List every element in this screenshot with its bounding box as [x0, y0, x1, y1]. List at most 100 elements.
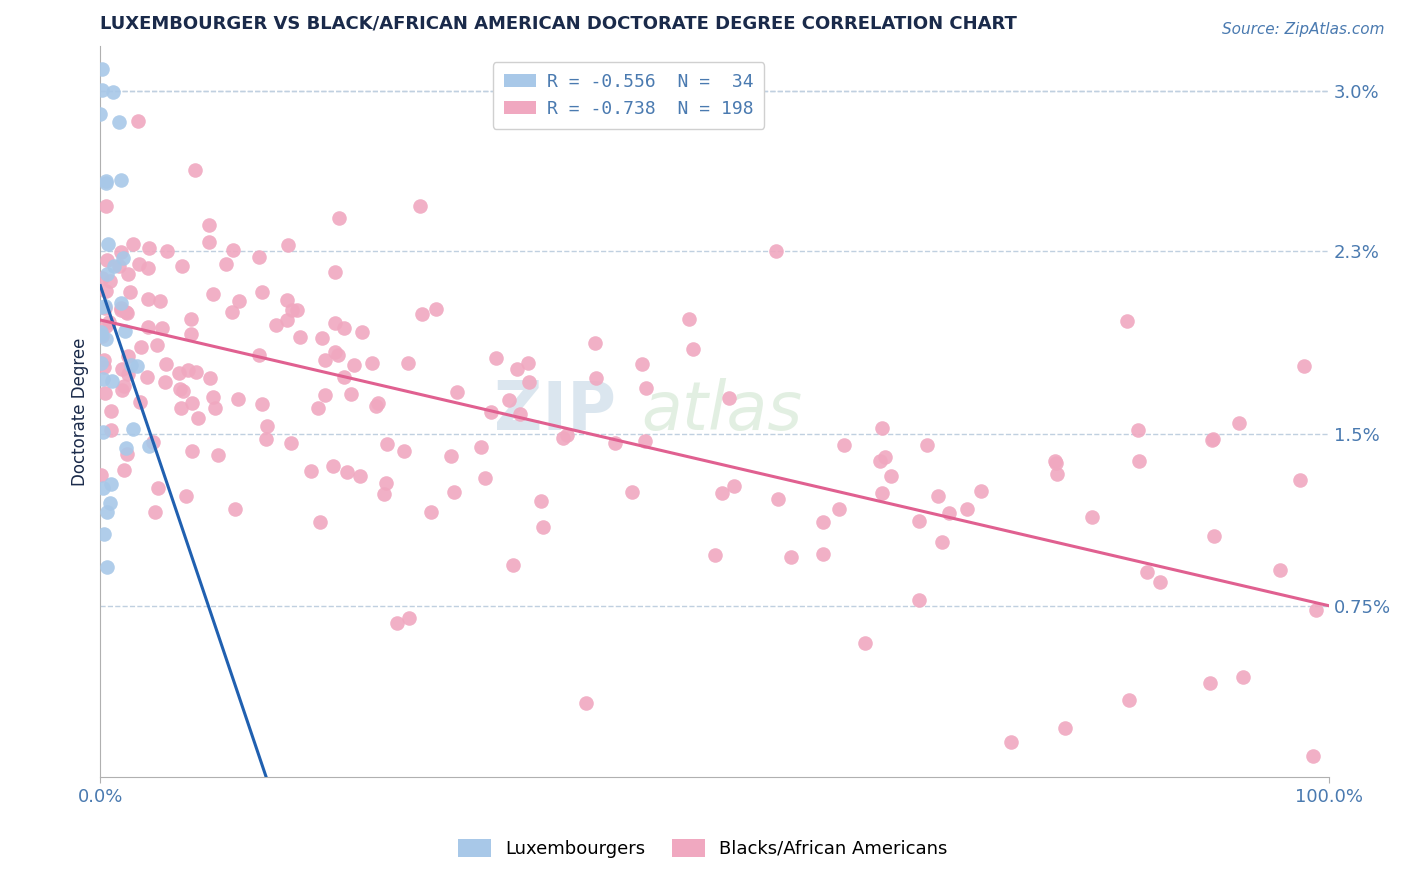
Point — [174, 489, 197, 503]
Point — [170, 401, 193, 415]
Point — [96, 560, 118, 574]
Point — [502, 558, 524, 573]
Point — [1227, 416, 1250, 430]
Point — [97, 314, 120, 328]
Point — [118, 285, 141, 299]
Point — [314, 388, 336, 402]
Point — [215, 258, 238, 272]
Point — [111, 383, 134, 397]
Point — [1305, 602, 1327, 616]
Point — [93, 353, 115, 368]
Point — [555, 428, 578, 442]
Point — [128, 395, 150, 409]
Point — [114, 325, 136, 339]
Point — [440, 449, 463, 463]
Point — [907, 514, 929, 528]
Point — [93, 527, 115, 541]
Point — [373, 486, 395, 500]
Point — [1000, 735, 1022, 749]
Point — [172, 384, 194, 398]
Point — [96, 267, 118, 281]
Point — [107, 115, 129, 129]
Point — [927, 490, 949, 504]
Point — [94, 301, 117, 316]
Point — [553, 431, 575, 445]
Point — [343, 359, 366, 373]
Point — [90, 62, 112, 76]
Point — [103, 259, 125, 273]
Point — [222, 244, 245, 258]
Point — [828, 502, 851, 516]
Point — [276, 313, 298, 327]
Point — [630, 357, 652, 371]
Point — [207, 448, 229, 462]
Point — [91, 481, 114, 495]
Point — [517, 356, 540, 370]
Point — [1045, 456, 1067, 470]
Point — [96, 199, 118, 213]
Point — [1080, 509, 1102, 524]
Point — [96, 177, 118, 191]
Point — [723, 479, 745, 493]
Point — [184, 365, 207, 379]
Point — [1288, 473, 1310, 487]
Point — [143, 505, 166, 519]
Point — [110, 296, 132, 310]
Legend: R = -0.556  N =  34, R = -0.738  N = 198: R = -0.556 N = 34, R = -0.738 N = 198 — [494, 62, 765, 128]
Point — [115, 441, 138, 455]
Point — [228, 392, 250, 406]
Point — [228, 293, 250, 308]
Point — [583, 335, 606, 350]
Point — [136, 320, 159, 334]
Point — [111, 361, 134, 376]
Point — [328, 211, 350, 225]
Point — [1115, 314, 1137, 328]
Point — [138, 241, 160, 255]
Point — [1118, 692, 1140, 706]
Point — [872, 421, 894, 435]
Point — [148, 481, 170, 495]
Point — [112, 379, 135, 393]
Text: ZIP: ZIP — [495, 378, 616, 444]
Point — [509, 407, 531, 421]
Point — [136, 261, 159, 276]
Point — [250, 285, 273, 300]
Point — [420, 505, 443, 519]
Point — [1302, 749, 1324, 764]
Point — [93, 360, 115, 375]
Point — [307, 401, 329, 415]
Point — [129, 340, 152, 354]
Point — [314, 353, 336, 368]
Point — [1232, 670, 1254, 684]
Point — [879, 468, 901, 483]
Point — [112, 463, 135, 477]
Point — [198, 370, 221, 384]
Point — [181, 444, 204, 458]
Point — [96, 253, 118, 268]
Point — [254, 432, 277, 446]
Point — [127, 359, 149, 373]
Point — [101, 374, 124, 388]
Point — [90, 467, 112, 482]
Point — [136, 369, 159, 384]
Point — [326, 348, 349, 362]
Point — [1128, 454, 1150, 468]
Point — [704, 549, 727, 563]
Point — [398, 611, 420, 625]
Point — [605, 435, 627, 450]
Point — [425, 301, 447, 316]
Point — [181, 396, 204, 410]
Point — [169, 382, 191, 396]
Point — [1202, 432, 1225, 446]
Point — [152, 321, 174, 335]
Point — [89, 107, 111, 121]
Point — [873, 450, 896, 464]
Point — [155, 375, 177, 389]
Point — [180, 312, 202, 326]
Point — [94, 332, 117, 346]
Point — [252, 397, 274, 411]
Point — [221, 305, 243, 319]
Point — [90, 329, 112, 343]
Point — [91, 371, 114, 385]
Point — [202, 390, 225, 404]
